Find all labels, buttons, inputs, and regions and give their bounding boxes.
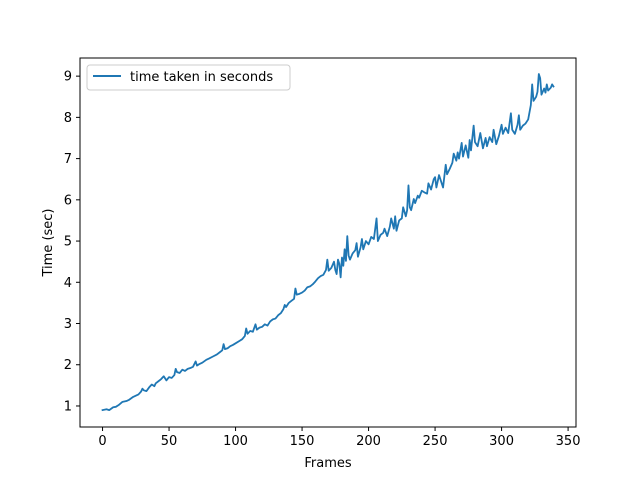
x-tick-label: 100: [223, 434, 248, 449]
y-tick-label: 4: [64, 276, 72, 291]
x-tick-label: 50: [161, 434, 178, 449]
x-axis-ticks: 0 50 100 150 200 250 300 350: [98, 427, 580, 449]
series-layer: [101, 73, 555, 412]
legend-label: time taken in seconds: [130, 70, 273, 85]
y-tick-label: 3: [64, 317, 72, 332]
y-axis-label: Time (sec): [41, 208, 56, 277]
series-line-0: [101, 73, 555, 412]
plot-area: [80, 58, 576, 427]
x-tick-label: 300: [489, 434, 514, 449]
y-tick-label: 2: [64, 358, 72, 373]
plot-frame: [79, 57, 577, 428]
y-tick-label: 5: [64, 235, 72, 250]
y-axis-ticks: 1 2 3 4 5 6 7 8 9: [64, 70, 80, 414]
x-tick-label: 350: [556, 434, 581, 449]
x-axis-label: Frames: [304, 456, 352, 471]
y-tick-label: 6: [64, 193, 72, 208]
legend: time taken in seconds: [86, 64, 291, 91]
legend-box: [86, 64, 291, 91]
y-tick-label: 7: [64, 152, 72, 167]
y-tick-label: 9: [64, 70, 72, 85]
x-tick-label: 200: [356, 434, 381, 449]
y-tick-label: 8: [64, 111, 72, 126]
y-tick-label: 1: [64, 399, 72, 414]
x-tick-label: 0: [98, 434, 106, 449]
x-tick-label: 150: [290, 434, 315, 449]
x-tick-label: 250: [423, 434, 448, 449]
